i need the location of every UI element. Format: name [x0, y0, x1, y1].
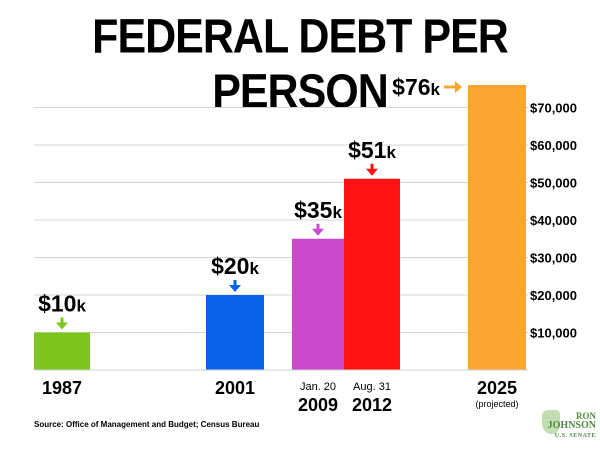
value-label-unit: k — [76, 297, 86, 316]
value-label-number: $10 — [38, 291, 76, 317]
down-arrow-icon — [56, 317, 68, 330]
value-label: $76k — [392, 74, 440, 100]
category-year-label: 2012 — [352, 395, 392, 415]
gridlines — [34, 107, 528, 333]
y-tick-label: $50,000 — [530, 176, 577, 191]
value-label-unit: k — [332, 203, 342, 222]
y-axis-ticks: $10,000 $20,000 $30,000 $40,000 $50,000 $60,0… — [530, 101, 577, 341]
category-year-label: 2001 — [215, 378, 255, 398]
source-note: Source: Office of Management and Budget;… — [34, 420, 260, 429]
value-label-number: $51 — [348, 137, 387, 163]
bars — [34, 85, 526, 370]
chart-title: FEDERAL DEBT PER PERSON — [92, 10, 509, 119]
value-label-unit: k — [431, 80, 441, 99]
y-tick-label: $70,000 — [530, 101, 577, 116]
category-year-label: 2009 — [298, 395, 338, 415]
value-label-unit: k — [386, 143, 396, 162]
y-tick-label: $30,000 — [530, 251, 577, 266]
down-arrow-icon — [366, 163, 378, 176]
y-tick-label: $20,000 — [530, 288, 577, 303]
bar-2009 — [292, 238, 344, 370]
logo-line-3: U.S. SENATE — [554, 433, 596, 439]
wisconsin-shape-icon — [542, 410, 560, 434]
category-note-label: (projected) — [475, 399, 518, 409]
bar-2012 — [344, 178, 400, 370]
value-label-number: $35 — [294, 197, 333, 223]
value-label: $20k — [211, 253, 259, 279]
y-tick-label: $60,000 — [530, 138, 577, 153]
value-label: $51k — [348, 137, 396, 163]
down-arrow-icon — [229, 280, 241, 292]
value-label: $35k — [294, 197, 342, 223]
bar-1987 — [34, 332, 90, 370]
logo-line-2: JOHNSON — [547, 420, 596, 431]
category-date-label: Jan. 20 — [300, 381, 336, 393]
value-label-unit: k — [249, 259, 259, 278]
y-tick-label: $10,000 — [530, 326, 577, 341]
value-label: $10k — [38, 291, 86, 317]
category-year-label: 2025 — [477, 378, 517, 398]
value-label-number: $76 — [392, 74, 430, 100]
bar-2025 — [468, 85, 526, 370]
bar-2001 — [206, 295, 264, 370]
value-label-number: $20 — [211, 253, 249, 279]
down-arrow-icon — [312, 223, 324, 236]
y-tick-label: $40,000 — [530, 213, 577, 228]
category-date-label: Aug. 31 — [353, 381, 391, 393]
senator-logo: RON JOHNSON U.S. SENATE — [538, 408, 598, 448]
category-year-label: 1987 — [42, 378, 82, 398]
right-arrow-icon — [444, 81, 462, 93]
logo-line-1: RON — [576, 411, 596, 421]
